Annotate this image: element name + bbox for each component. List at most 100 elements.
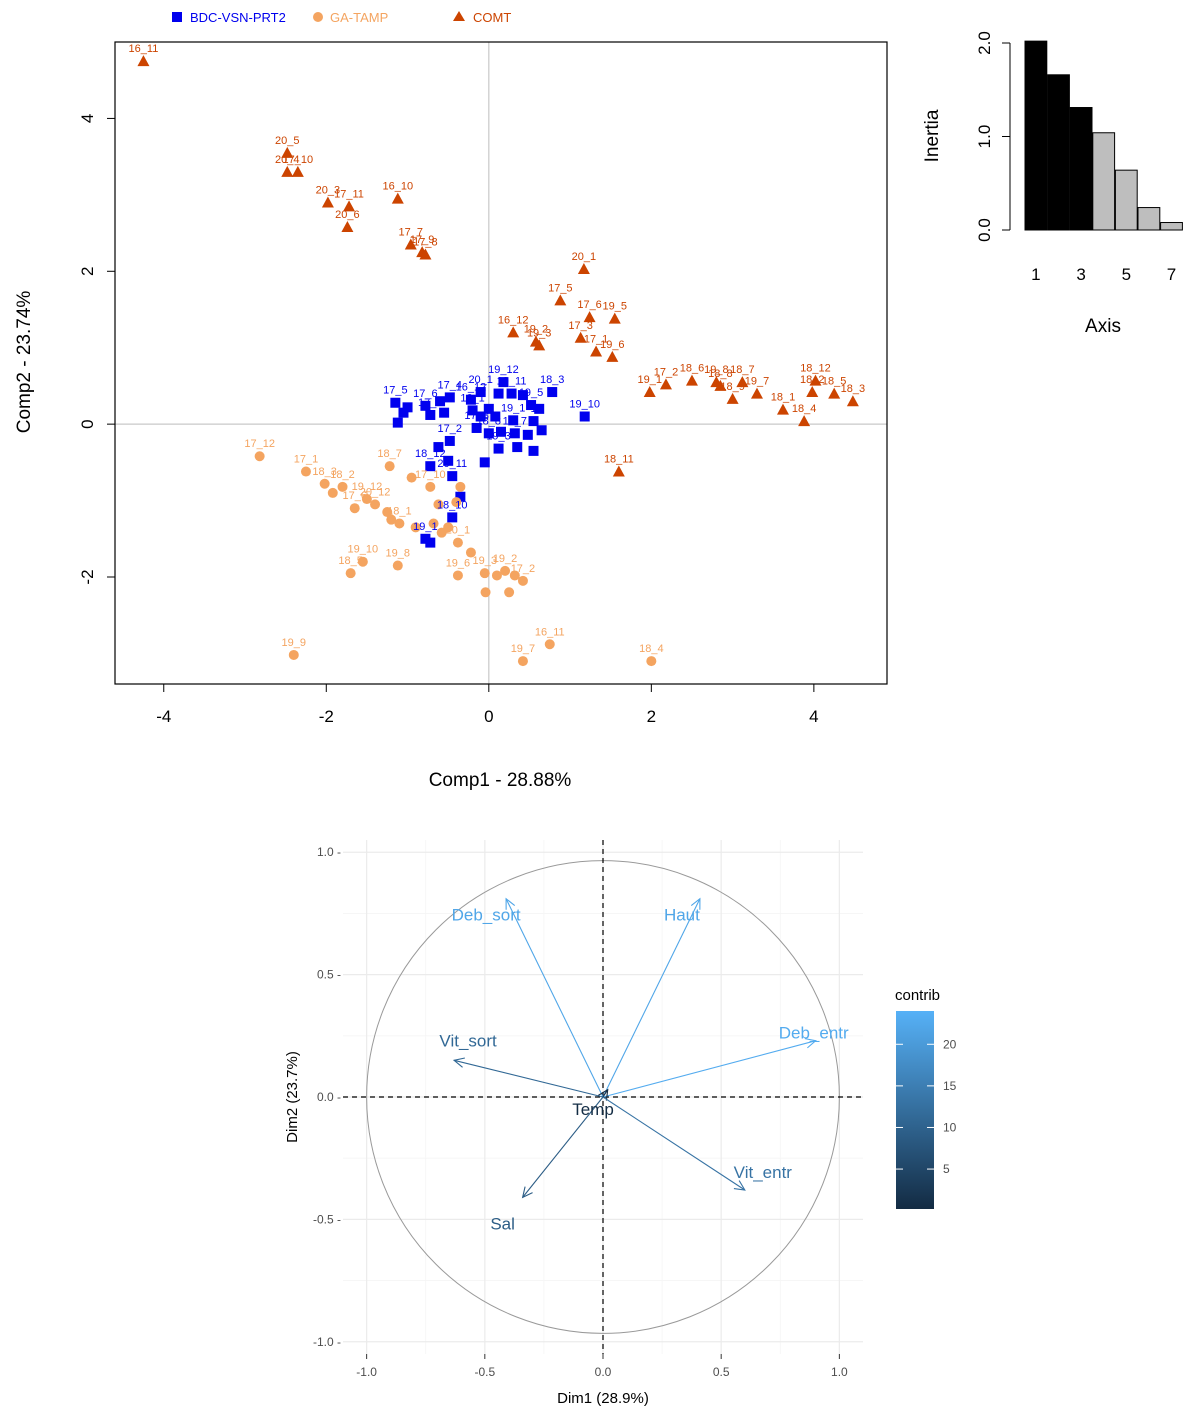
bdc-point: [425, 537, 436, 548]
variable-label: Deb_sort: [452, 906, 521, 925]
ga-point: [509, 570, 520, 581]
ga-point: [349, 503, 360, 514]
point-label: 19_1: [413, 521, 437, 533]
comt-point: [606, 350, 619, 362]
bdc-point: [433, 442, 444, 453]
legend-circle-icon: [313, 12, 323, 22]
bdc-point: [483, 428, 494, 439]
x-tick-label: 0: [484, 707, 493, 726]
point-label: 16_11: [535, 626, 565, 638]
scree-bar: [1024, 40, 1048, 231]
y-tick-label: 2: [78, 267, 97, 276]
arrow-head: [505, 897, 516, 910]
variables-plot: Deb_sort Haut Deb_entr Vit_sort Temp Vit_entr…: [284, 840, 957, 1407]
bdc-point: [444, 392, 455, 403]
variable-label: Sal: [490, 1214, 515, 1233]
bdc-point: [435, 396, 446, 407]
ga-point: [517, 575, 528, 586]
point-label: 19_8: [386, 548, 410, 560]
point-label: 20_1: [446, 525, 470, 537]
bdc-point: [447, 512, 458, 523]
variable-label: Vit_entr: [734, 1163, 793, 1182]
ga-point: [517, 656, 528, 667]
point-label: 16_11: [129, 43, 159, 55]
legend: BDC-VSN-PRT2 GA-TAMP COMT: [172, 10, 511, 25]
point-label: 16_12: [456, 382, 487, 394]
point-label: 17_1: [294, 454, 318, 466]
comt-point: [714, 379, 727, 391]
ga-point: [452, 537, 463, 548]
bdc-point: [526, 400, 537, 411]
scree-y-axis-title: Inertia: [922, 109, 943, 162]
reference-lines: [115, 42, 887, 684]
ga-point: [254, 451, 265, 462]
comt-point: [583, 311, 596, 323]
point-label: 17_8: [413, 236, 437, 248]
y-tick-label: 1.0 -: [317, 845, 341, 859]
x-tick-label: 4: [809, 707, 818, 726]
y-axis-title: Comp2 - 23.74%: [14, 291, 35, 434]
ga-point: [491, 570, 502, 581]
ga-point: [319, 478, 330, 489]
scree-x-tick-label: 3: [1076, 265, 1085, 284]
x-tick-label: -0.5: [474, 1365, 495, 1379]
bdc-point: [439, 407, 450, 418]
point-label: 18_3: [841, 383, 865, 395]
variable-arrow: [453, 1059, 604, 1098]
point-label: 18_5: [338, 555, 362, 567]
point-label: 18_3: [540, 374, 564, 386]
bdc-point: [534, 403, 545, 414]
point-label: 17_1: [584, 334, 608, 346]
point-label: 18_11: [604, 454, 634, 466]
plot-frame: [114, 41, 888, 685]
point-label: 20_5: [275, 135, 299, 147]
comt-point: [750, 387, 763, 399]
colorbar-tick-label: 5: [943, 1162, 950, 1176]
variable-label: Vit_sort: [439, 1031, 497, 1050]
variable-arrows: [452, 897, 817, 1199]
bdc-point: [490, 411, 501, 422]
comt-point: [806, 386, 819, 398]
comt-point: [343, 200, 356, 212]
comt-point: [577, 262, 590, 274]
point-label: 18_8: [708, 368, 732, 380]
bdc-point: [475, 411, 486, 422]
colorbar-tick-label: 20: [943, 1037, 957, 1051]
point-label: 18_1: [387, 506, 411, 518]
comt-point: [643, 386, 656, 398]
comt-point: [137, 55, 150, 67]
point-label: 17_11: [334, 188, 364, 200]
bdc-point: [425, 461, 436, 472]
point-label: 18_8: [477, 415, 501, 427]
bdc-point: [508, 415, 519, 426]
point-label: 18_4: [639, 643, 663, 655]
point-label: 19_6: [600, 339, 624, 351]
ga-point: [455, 481, 466, 492]
x-axis-title: Dim1 (28.9%): [557, 1390, 649, 1407]
comt-point: [659, 378, 672, 390]
point-label: 16_1: [460, 392, 484, 404]
x-tick-label: 1.0: [831, 1365, 848, 1379]
point-label: 17_2: [438, 423, 462, 435]
scree-y-tick-label: 1.0: [975, 125, 994, 149]
ga-point: [406, 472, 417, 483]
variable-arrow: [602, 1040, 816, 1098]
ga-point: [361, 494, 372, 505]
point-label: 18_3: [312, 466, 336, 478]
bdc-point: [475, 387, 486, 398]
point-label: 19_12: [352, 481, 383, 493]
variable-label: Deb_entr: [779, 1024, 849, 1043]
point-label: 17_2: [654, 366, 678, 378]
point-label: 1: [530, 403, 536, 415]
point-label: 19_12: [488, 364, 519, 376]
bdc-point: [467, 405, 478, 416]
ga-point: [357, 556, 368, 567]
ga-point: [544, 639, 555, 650]
bdc-point: [547, 387, 558, 398]
y-tick-label: 0.0 -: [317, 1090, 341, 1104]
scree-x-axis: 1 3 5 7: [1031, 265, 1176, 284]
y-tick-label: 0.5 -: [317, 968, 341, 982]
comt-point: [391, 192, 404, 204]
colorbar: [896, 1011, 934, 1209]
ga-point: [451, 497, 462, 508]
